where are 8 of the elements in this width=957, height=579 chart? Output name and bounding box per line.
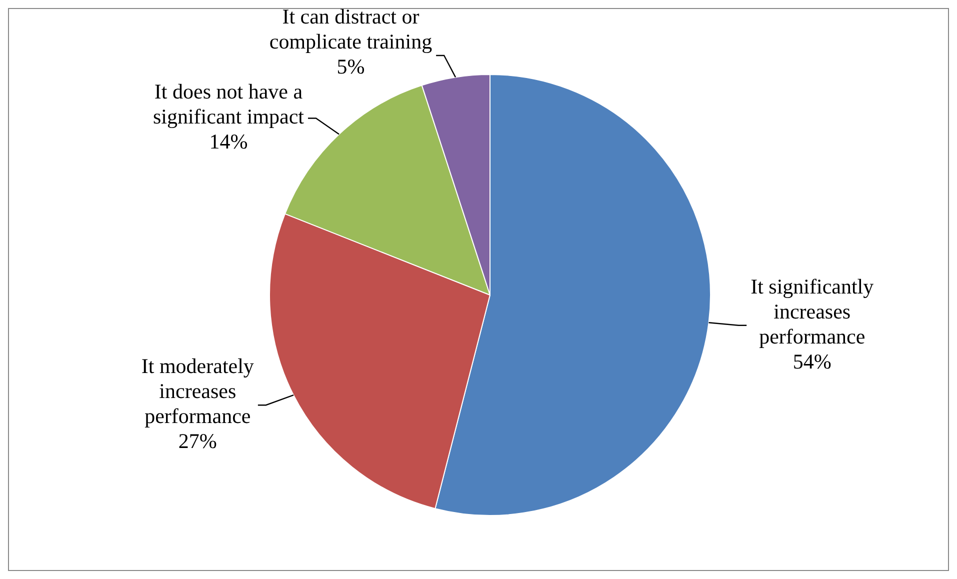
- data-label: 14%: [209, 130, 248, 154]
- slice-label: It does not have a significant impact: [152, 80, 304, 129]
- data-label: 5%: [336, 54, 365, 78]
- slice-label: It significantly increases performance: [750, 274, 874, 348]
- data-label: 27%: [178, 429, 217, 454]
- slice-label: It moderately increases performance: [141, 354, 254, 428]
- data-label: 54%: [792, 349, 832, 374]
- slice-label: It can distract or complicate training: [269, 4, 433, 54]
